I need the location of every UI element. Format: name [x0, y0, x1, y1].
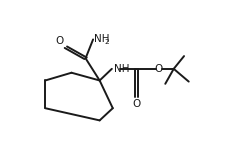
Text: O: O [56, 36, 64, 46]
Text: O: O [155, 64, 163, 74]
Text: 2: 2 [104, 39, 109, 45]
Text: O: O [132, 99, 140, 109]
Text: NH: NH [114, 64, 129, 74]
Text: NH: NH [94, 34, 110, 44]
